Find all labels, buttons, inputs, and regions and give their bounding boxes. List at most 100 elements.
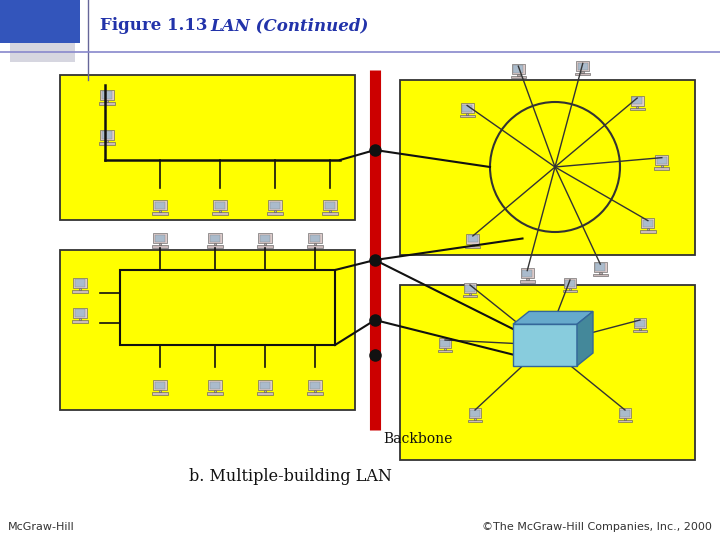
Bar	[99, 143, 115, 145]
Bar	[257, 393, 273, 395]
Bar	[152, 246, 168, 248]
Bar	[323, 200, 337, 211]
Bar	[576, 61, 589, 71]
Bar	[521, 268, 534, 278]
Bar	[308, 380, 322, 390]
Bar	[214, 390, 217, 393]
Bar	[438, 339, 451, 348]
Bar	[215, 201, 225, 209]
Bar	[210, 234, 220, 242]
Bar	[158, 211, 161, 212]
Bar	[268, 200, 282, 211]
Bar	[208, 233, 222, 244]
Bar	[158, 244, 161, 246]
Bar	[72, 290, 88, 293]
Bar	[210, 382, 220, 389]
Bar	[102, 131, 112, 139]
Bar	[314, 244, 316, 246]
Bar	[522, 270, 532, 277]
Bar	[636, 106, 639, 107]
Bar	[99, 103, 115, 105]
Text: McGraw-Hill: McGraw-Hill	[8, 522, 75, 532]
Bar	[153, 380, 167, 390]
Bar	[526, 278, 528, 280]
Bar	[444, 348, 446, 350]
Bar	[274, 211, 276, 212]
Bar	[307, 246, 323, 248]
Bar	[510, 76, 526, 78]
Bar	[513, 65, 523, 72]
Bar	[100, 130, 114, 140]
Bar	[106, 100, 109, 103]
Bar	[620, 410, 630, 416]
Polygon shape	[513, 312, 593, 324]
Bar	[75, 279, 85, 287]
Text: Backbone: Backbone	[383, 432, 452, 446]
Bar	[10, 17, 75, 62]
Bar	[565, 280, 575, 287]
Bar	[635, 320, 644, 327]
Bar	[102, 91, 112, 99]
Bar	[466, 113, 469, 115]
Bar	[459, 115, 474, 118]
Bar	[593, 274, 608, 276]
Bar	[575, 73, 590, 76]
Bar	[106, 140, 109, 143]
Bar	[465, 246, 480, 248]
Bar	[564, 278, 576, 288]
Bar	[513, 324, 577, 366]
Bar	[155, 201, 165, 209]
Bar	[208, 380, 222, 390]
Bar	[0, 0, 80, 43]
Bar	[440, 340, 450, 347]
Bar	[618, 408, 631, 418]
Bar	[654, 167, 670, 170]
Bar	[633, 330, 647, 332]
Polygon shape	[577, 312, 593, 366]
Text: Figure 1.13: Figure 1.13	[100, 17, 207, 35]
Bar	[469, 408, 481, 418]
Bar	[60, 250, 355, 410]
Bar	[155, 382, 165, 389]
Bar	[469, 293, 472, 295]
Bar	[207, 246, 223, 248]
Bar	[631, 96, 644, 106]
Bar	[73, 278, 87, 288]
Bar	[155, 234, 165, 242]
Bar	[153, 200, 167, 211]
Bar	[308, 233, 322, 244]
Bar	[562, 289, 577, 292]
Bar	[400, 285, 695, 460]
Bar	[258, 380, 272, 390]
Bar	[158, 390, 161, 393]
Bar	[520, 280, 535, 282]
Bar	[582, 71, 584, 73]
Bar	[214, 244, 217, 246]
Bar	[438, 350, 452, 352]
Bar	[72, 320, 88, 322]
Bar	[512, 64, 525, 74]
Bar	[463, 295, 477, 297]
Bar	[468, 235, 478, 242]
Bar	[73, 308, 87, 318]
Bar	[314, 390, 316, 393]
Bar	[207, 393, 223, 395]
Bar	[400, 80, 695, 255]
Bar	[219, 211, 221, 212]
Bar	[325, 201, 336, 209]
Bar	[599, 272, 602, 274]
Bar	[461, 103, 474, 113]
Bar	[78, 288, 81, 290]
Bar	[310, 234, 320, 242]
Bar	[78, 318, 81, 320]
Bar	[655, 156, 668, 165]
Bar	[470, 410, 480, 416]
Text: b. Multiple-building LAN: b. Multiple-building LAN	[189, 468, 392, 485]
Bar	[260, 234, 270, 242]
Bar	[100, 90, 114, 100]
Bar	[634, 319, 647, 328]
Bar	[310, 382, 320, 389]
Bar	[462, 105, 472, 112]
Bar	[474, 418, 476, 420]
Bar	[467, 234, 480, 244]
